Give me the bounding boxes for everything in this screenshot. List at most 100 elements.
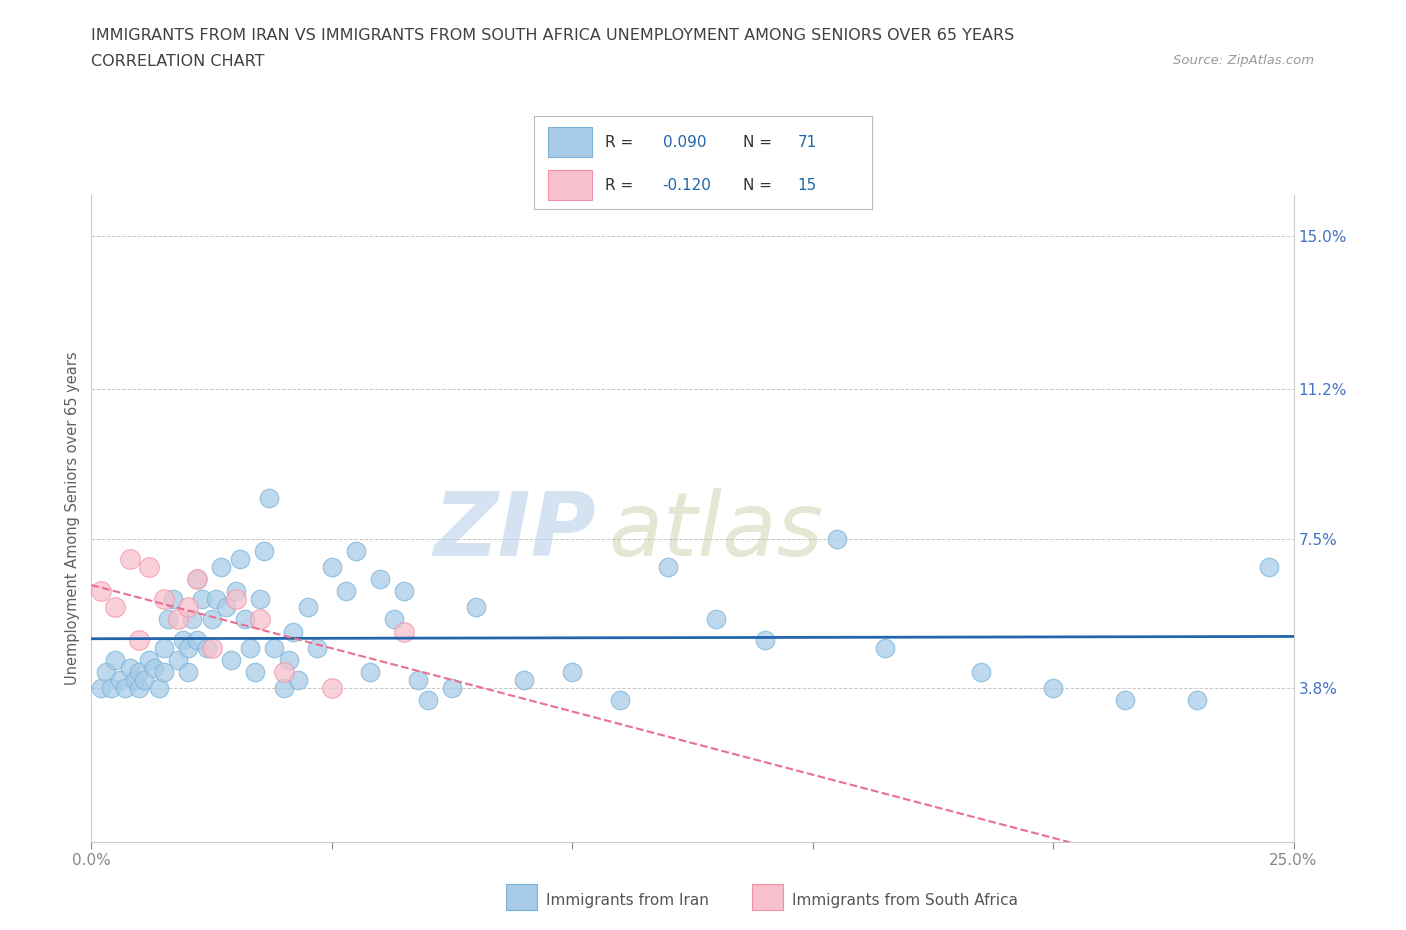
Point bbox=[191, 591, 214, 606]
Point bbox=[201, 641, 224, 656]
Point bbox=[392, 584, 415, 599]
Text: IMMIGRANTS FROM IRAN VS IMMIGRANTS FROM SOUTH AFRICA UNEMPLOYMENT AMONG SENIORS : IMMIGRANTS FROM IRAN VS IMMIGRANTS FROM … bbox=[91, 28, 1015, 43]
Point bbox=[225, 584, 247, 599]
Point bbox=[142, 660, 165, 675]
Point bbox=[344, 543, 367, 558]
Text: CORRELATION CHART: CORRELATION CHART bbox=[91, 54, 264, 69]
Text: N =: N = bbox=[744, 178, 778, 193]
Point bbox=[1042, 681, 1064, 696]
Point bbox=[205, 591, 228, 606]
Point bbox=[287, 672, 309, 687]
Point bbox=[825, 531, 848, 546]
Point bbox=[201, 612, 224, 627]
Text: Immigrants from Iran: Immigrants from Iran bbox=[546, 893, 709, 908]
Point bbox=[368, 572, 391, 587]
Point bbox=[195, 641, 218, 656]
Point bbox=[134, 672, 156, 687]
Point bbox=[176, 641, 198, 656]
Point bbox=[873, 641, 896, 656]
Point bbox=[181, 612, 204, 627]
Point bbox=[321, 681, 343, 696]
Text: R =: R = bbox=[605, 135, 638, 150]
Point bbox=[273, 681, 295, 696]
Point bbox=[657, 560, 679, 575]
Point bbox=[110, 672, 132, 687]
Point bbox=[297, 600, 319, 615]
Point bbox=[561, 665, 583, 680]
Point bbox=[706, 612, 728, 627]
Point bbox=[321, 560, 343, 575]
Point bbox=[138, 560, 160, 575]
Point bbox=[157, 612, 180, 627]
Point bbox=[176, 600, 198, 615]
Point bbox=[148, 681, 170, 696]
Point bbox=[118, 660, 141, 675]
Point bbox=[359, 665, 381, 680]
Point bbox=[162, 591, 184, 606]
Point bbox=[382, 612, 405, 627]
Point bbox=[465, 600, 488, 615]
Point bbox=[104, 600, 127, 615]
Point bbox=[1114, 693, 1136, 708]
Point bbox=[392, 624, 415, 639]
Point bbox=[128, 632, 150, 647]
Point bbox=[277, 653, 299, 668]
Text: N =: N = bbox=[744, 135, 778, 150]
Point bbox=[114, 681, 136, 696]
Point bbox=[94, 665, 117, 680]
Point bbox=[152, 591, 174, 606]
Text: 0.090: 0.090 bbox=[662, 135, 706, 150]
Point bbox=[253, 543, 276, 558]
Point bbox=[124, 672, 146, 687]
Point bbox=[219, 653, 242, 668]
Point bbox=[1258, 560, 1281, 575]
Point bbox=[1187, 693, 1209, 708]
Point bbox=[263, 641, 285, 656]
Point bbox=[273, 665, 295, 680]
Text: atlas: atlas bbox=[609, 488, 823, 575]
Point bbox=[416, 693, 439, 708]
Point bbox=[440, 681, 463, 696]
Point bbox=[249, 612, 271, 627]
Point bbox=[209, 560, 232, 575]
Point bbox=[128, 681, 150, 696]
Text: Source: ZipAtlas.com: Source: ZipAtlas.com bbox=[1174, 54, 1315, 67]
Point bbox=[128, 665, 150, 680]
Point bbox=[176, 665, 198, 680]
Point bbox=[215, 600, 238, 615]
Point bbox=[104, 653, 127, 668]
Point bbox=[259, 491, 281, 506]
FancyBboxPatch shape bbox=[548, 170, 592, 200]
Point bbox=[307, 641, 329, 656]
Point bbox=[118, 551, 141, 566]
Point bbox=[90, 584, 112, 599]
Text: -0.120: -0.120 bbox=[662, 178, 711, 193]
Point bbox=[167, 612, 190, 627]
Text: 15: 15 bbox=[797, 178, 817, 193]
Point bbox=[970, 665, 993, 680]
Point bbox=[138, 653, 160, 668]
Point bbox=[186, 572, 208, 587]
FancyBboxPatch shape bbox=[548, 127, 592, 157]
Point bbox=[229, 551, 252, 566]
Y-axis label: Unemployment Among Seniors over 65 years: Unemployment Among Seniors over 65 years bbox=[65, 352, 80, 685]
Point bbox=[186, 632, 208, 647]
Point bbox=[609, 693, 631, 708]
Text: Immigrants from South Africa: Immigrants from South Africa bbox=[792, 893, 1018, 908]
Point bbox=[283, 624, 305, 639]
Point bbox=[152, 665, 174, 680]
Point bbox=[100, 681, 122, 696]
Point bbox=[233, 612, 256, 627]
Text: 71: 71 bbox=[797, 135, 817, 150]
Text: R =: R = bbox=[605, 178, 638, 193]
Point bbox=[243, 665, 266, 680]
Point bbox=[513, 672, 536, 687]
Point bbox=[167, 653, 190, 668]
Point bbox=[249, 591, 271, 606]
Point bbox=[335, 584, 357, 599]
Point bbox=[186, 572, 208, 587]
Point bbox=[152, 641, 174, 656]
Point bbox=[225, 591, 247, 606]
Point bbox=[754, 632, 776, 647]
Point bbox=[90, 681, 112, 696]
